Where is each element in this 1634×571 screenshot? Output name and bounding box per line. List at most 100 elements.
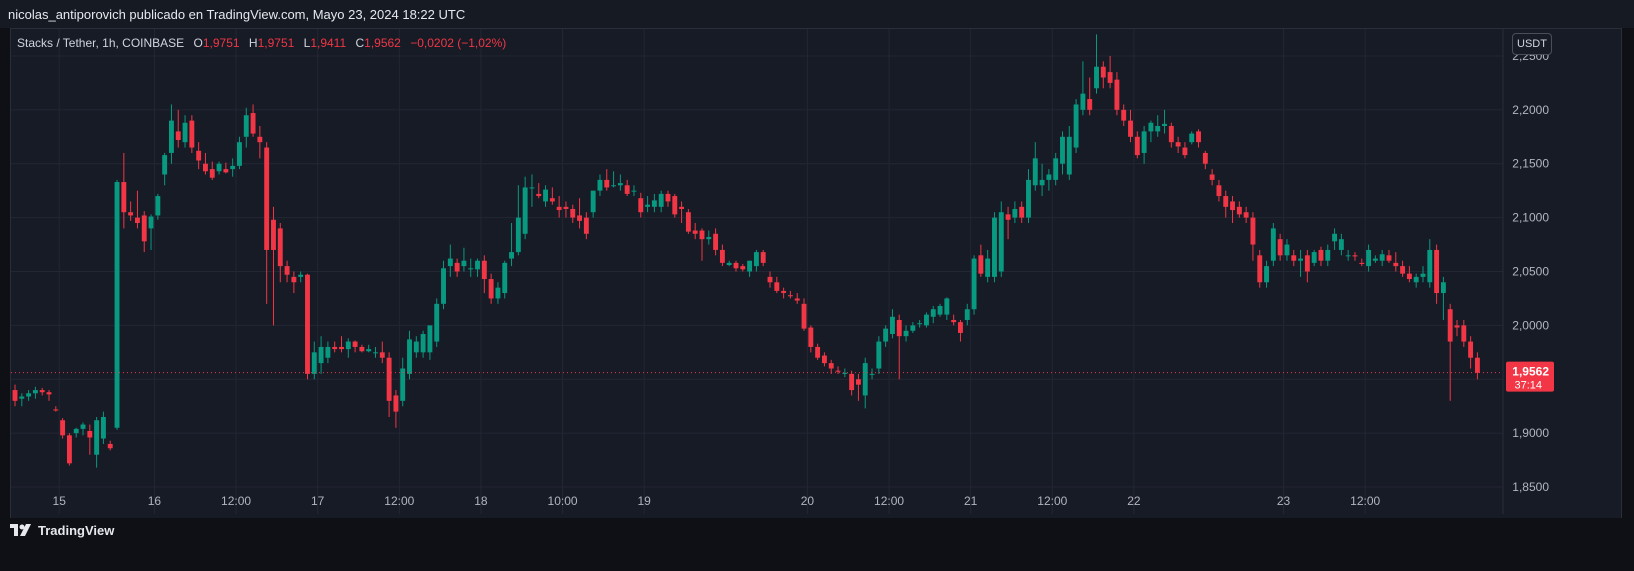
tradingview-logo[interactable]: TradingView xyxy=(10,523,114,538)
candle-body xyxy=(774,282,780,291)
candle-body xyxy=(760,252,766,263)
candle-body xyxy=(889,316,895,335)
candle-body xyxy=(1073,104,1079,148)
candle-body xyxy=(924,314,929,326)
chart-pane[interactable] xyxy=(10,28,1622,538)
time-tick-label: 23 xyxy=(1277,494,1291,508)
candle-body xyxy=(1284,244,1290,256)
candle-body xyxy=(148,216,154,229)
candle-body xyxy=(590,190,596,213)
candle-body xyxy=(855,379,861,385)
candle-body xyxy=(407,339,412,374)
candle-body xyxy=(1060,136,1065,164)
candle-body xyxy=(1230,201,1235,211)
candle-body xyxy=(1440,282,1446,294)
candle-body xyxy=(1134,136,1140,156)
candle-body xyxy=(1447,309,1453,342)
candle-body xyxy=(509,252,514,259)
candle-body xyxy=(420,334,426,353)
candle-body xyxy=(1032,158,1038,186)
candle-body xyxy=(1461,325,1467,342)
candle-body xyxy=(1257,255,1263,283)
candle-countdown-label: 37:14 xyxy=(1514,380,1542,392)
candle-body xyxy=(1189,133,1195,143)
candle-body xyxy=(128,212,134,216)
candle-body xyxy=(1236,206,1242,215)
candle-body xyxy=(910,325,916,331)
candle-body xyxy=(318,346,324,364)
candle-body xyxy=(672,196,678,215)
price-tick-label: 1,8500 xyxy=(1512,480,1549,494)
candle-body xyxy=(182,122,188,143)
candle-body xyxy=(1427,249,1433,283)
candle-body xyxy=(386,357,392,401)
candle-body xyxy=(794,298,800,301)
candle-body xyxy=(155,196,161,216)
candle-body xyxy=(753,252,759,267)
candle-body xyxy=(903,330,909,337)
publisher-bar: nicolas_antiporovich publicado en Tradin… xyxy=(0,0,1634,28)
candle-body xyxy=(1094,66,1099,89)
candle-body xyxy=(1012,208,1018,218)
price-tick-label: 2,1000 xyxy=(1512,211,1549,225)
tradingview-logo-icon xyxy=(10,523,31,536)
candle-body xyxy=(1468,341,1474,358)
candle-body xyxy=(951,320,957,323)
candle-body xyxy=(998,212,1004,272)
candle-body xyxy=(706,237,712,240)
candle-body xyxy=(930,309,936,317)
candle-body xyxy=(1338,239,1344,250)
candle-body xyxy=(352,341,358,347)
candle-body xyxy=(570,208,576,218)
candle-body xyxy=(1332,233,1338,242)
time-tick-label: 18 xyxy=(474,494,488,508)
candle-body xyxy=(441,268,446,304)
candle-body xyxy=(454,262,460,272)
candle-body xyxy=(583,217,589,234)
candle-body xyxy=(869,373,875,375)
candle-body xyxy=(1202,152,1208,164)
symbol-title[interactable]: Stacks / Tether, 1h, COINBASE xyxy=(17,36,185,50)
candle-body xyxy=(740,266,746,270)
candle-body xyxy=(1162,123,1167,126)
candle-body xyxy=(1046,174,1052,180)
candle-body xyxy=(1372,258,1378,261)
candle-body xyxy=(651,200,657,207)
candle-body xyxy=(747,260,753,272)
candle-body xyxy=(1128,120,1133,137)
candle-body xyxy=(1304,255,1310,272)
candle-body xyxy=(19,396,25,399)
candle-body xyxy=(400,368,406,401)
candle-body xyxy=(1209,174,1215,180)
candle-body xyxy=(1386,255,1392,261)
candle-body xyxy=(964,309,970,320)
candle-body xyxy=(529,187,535,189)
candle-body xyxy=(1420,273,1426,277)
candle-body xyxy=(209,169,215,178)
candle-body xyxy=(1270,228,1276,261)
currency-button[interactable]: USDT xyxy=(1512,33,1552,55)
candle-body xyxy=(1107,72,1113,83)
candle-body xyxy=(366,349,372,352)
candle-body xyxy=(1291,255,1297,261)
candle-body xyxy=(849,373,855,391)
close-value: 1,9562 xyxy=(364,36,401,50)
candle-body xyxy=(611,185,617,187)
candle-body xyxy=(937,305,943,315)
candle-body xyxy=(1413,276,1419,283)
candle-body xyxy=(189,120,195,148)
high-label: H xyxy=(248,36,258,50)
candle-body xyxy=(332,346,338,350)
candle-body xyxy=(1359,262,1365,264)
candle-body xyxy=(808,327,814,347)
candle-body xyxy=(1141,131,1147,153)
candle-body xyxy=(1318,249,1324,261)
candle-body xyxy=(536,193,542,197)
candle-body xyxy=(781,290,787,294)
time-tick-label: 19 xyxy=(637,494,651,508)
open-label: O xyxy=(193,36,203,50)
candle-body xyxy=(978,255,984,274)
candle-body xyxy=(1379,254,1385,261)
candle-body xyxy=(1087,99,1093,110)
